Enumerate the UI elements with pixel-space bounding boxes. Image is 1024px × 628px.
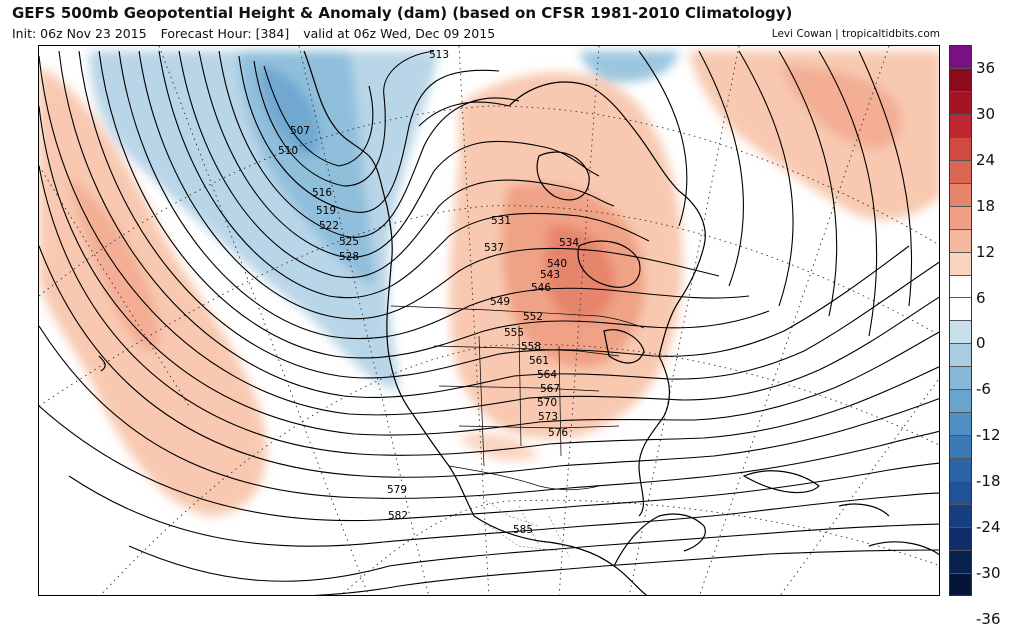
colorbar-tick-label: 24 <box>976 150 996 169</box>
contour-label: 585 <box>513 524 533 536</box>
colorbar-tick-label: -30 <box>976 564 1001 583</box>
colorbar-cell <box>950 160 971 184</box>
contour-label: 525 <box>339 236 359 248</box>
contour-label: 513 <box>429 49 449 61</box>
colorbar-tick-label: -36 <box>976 609 1001 628</box>
anomaly-colorbar <box>949 45 972 596</box>
contour-label: 537 <box>484 242 504 254</box>
colorbar-tick-label: -18 <box>976 472 1001 491</box>
colorbar-tick-label: -24 <box>976 518 1001 537</box>
colorbar-cell <box>950 321 971 345</box>
contour-label: 522 <box>319 220 339 232</box>
credit-text: Levi Cowan | tropicaltidbits.com <box>771 28 940 40</box>
contour-label: 552 <box>523 311 543 323</box>
colorbar-cell <box>950 390 971 414</box>
contour-label: 540 <box>547 258 567 270</box>
contour-label: 531 <box>491 215 511 227</box>
contour-label: 573 <box>538 411 558 423</box>
colorbar-tick-label: -12 <box>976 426 1001 445</box>
contour-label: 576 <box>548 427 568 439</box>
colorbar-cell <box>950 344 971 368</box>
colorbar-cell <box>950 68 971 92</box>
map-subtitle: Init: 06z Nov 23 2015 Forecast Hour: [38… <box>12 26 505 41</box>
contour-label: 564 <box>537 369 557 381</box>
colorbar-cell <box>950 114 971 138</box>
contour-label: 543 <box>540 269 560 281</box>
colorbar-cell <box>950 367 971 391</box>
colorbar-tick-label: -6 <box>976 380 991 399</box>
contour-label: 534 <box>559 237 579 249</box>
anomaly-shading <box>39 51 939 516</box>
colorbar-cell <box>950 275 971 299</box>
contour-label: 561 <box>529 355 549 367</box>
colorbar-cell <box>950 229 971 253</box>
colorbar-cell <box>950 183 971 207</box>
colorbar-cell <box>950 505 971 529</box>
colorbar-cell <box>950 550 971 574</box>
contour-label: 516 <box>312 187 332 199</box>
contour-label-layer: 507 510 513 516 519 522 525 528 531 534 … <box>278 49 579 536</box>
colorbar-tick-label: 0 <box>976 334 986 353</box>
colorbar-cell <box>950 482 971 506</box>
colorbar-cell <box>950 46 971 69</box>
colorbar-cell <box>950 91 971 115</box>
map-canvas: 507 510 513 516 519 522 525 528 531 534 … <box>39 46 939 595</box>
colorbar-cell <box>950 252 971 276</box>
contour-label: 579 <box>387 484 407 496</box>
contour-label: 567 <box>540 383 560 395</box>
coastlines <box>98 50 939 595</box>
contour-label: 528 <box>339 251 359 263</box>
colorbar-tick-label: 30 <box>976 104 996 123</box>
political-borders <box>390 305 645 491</box>
contour-label: 555 <box>504 327 524 339</box>
colorbar-tick-label: 36 <box>976 58 996 77</box>
valid-time: valid at 06z Wed, Dec 09 2015 <box>303 26 496 41</box>
colorbar-tick-label: 6 <box>976 288 986 307</box>
height-contours <box>39 50 939 595</box>
colorbar-cell <box>950 298 971 322</box>
contour-label: 558 <box>521 341 541 353</box>
colorbar-tick-label: 18 <box>976 196 996 215</box>
colorbar-cell <box>950 413 971 437</box>
colorbar-tick-label: 12 <box>976 242 996 261</box>
init-time: Init: 06z Nov 23 2015 <box>12 26 147 41</box>
contour-label: 546 <box>531 282 551 294</box>
contour-label: 510 <box>278 145 298 157</box>
colorbar-cell <box>950 436 971 460</box>
colorbar-cell <box>950 573 971 595</box>
colorbar-cell <box>950 459 971 483</box>
colorbar-cell <box>950 528 971 551</box>
forecast-hour: Forecast Hour: [384] <box>160 26 290 41</box>
map-title: GEFS 500mb Geopotential Height & Anomaly… <box>12 4 793 22</box>
contour-label: 519 <box>316 205 336 217</box>
mexico-states <box>478 495 570 557</box>
contour-label: 507 <box>290 125 310 137</box>
contour-label: 570 <box>537 397 557 409</box>
contour-label: 549 <box>490 296 510 308</box>
contour-label: 582 <box>388 510 408 522</box>
colorbar-cell <box>950 206 971 230</box>
colorbar-cell <box>950 137 971 161</box>
forecast-map: 507 510 513 516 519 522 525 528 531 534 … <box>38 45 940 596</box>
